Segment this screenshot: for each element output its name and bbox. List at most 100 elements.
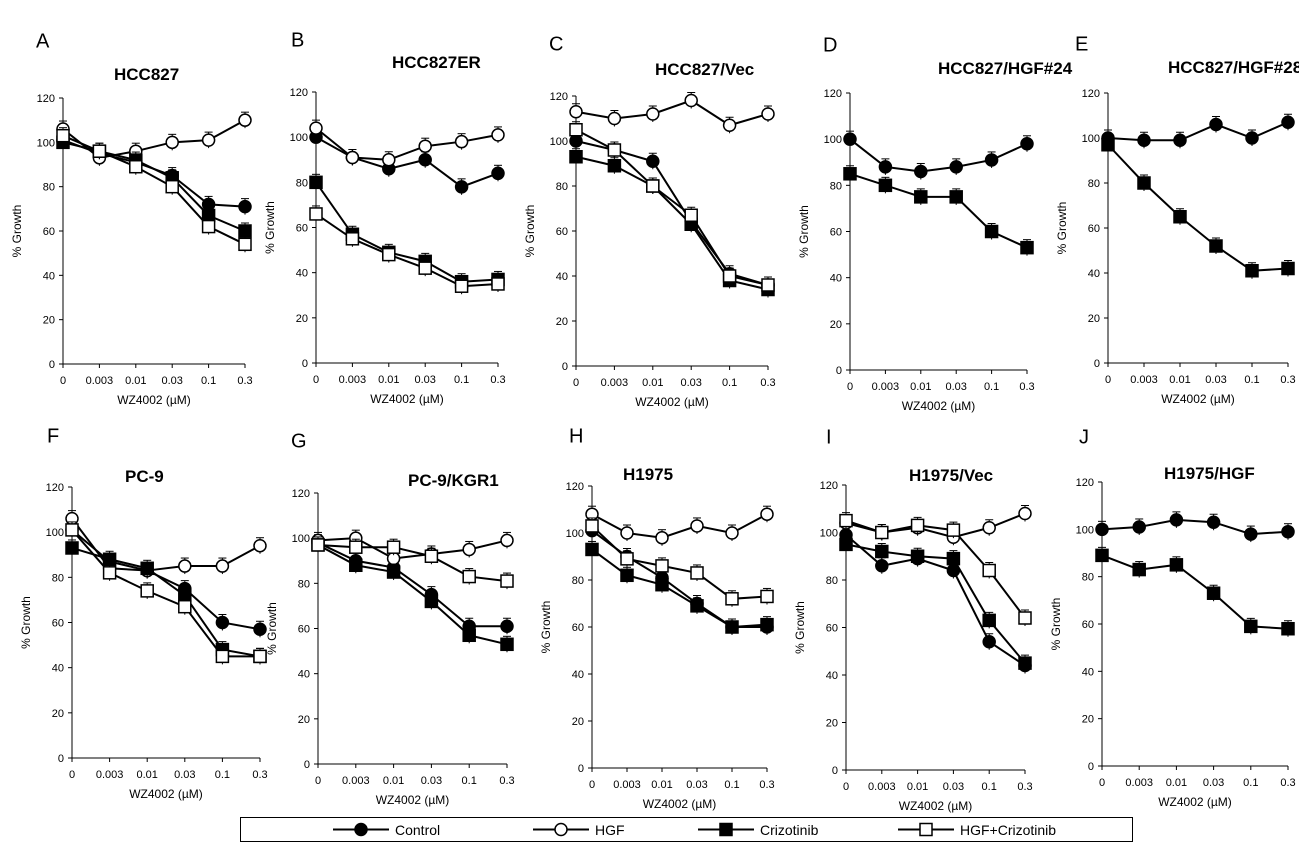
- data-point: [215, 559, 230, 573]
- legend-label-crizotinib: Crizotinib: [760, 821, 819, 838]
- data-point: [1169, 513, 1184, 527]
- y-tick-label: 100: [292, 533, 310, 545]
- data-point: [569, 150, 583, 164]
- series-hgf: [65, 510, 267, 579]
- series-crizotinib: [1101, 136, 1295, 279]
- data-point: [982, 613, 996, 628]
- data-point: [946, 523, 961, 537]
- data-point: [238, 224, 252, 238]
- legend-item-hgf: HGF: [531, 818, 625, 841]
- data-point: [424, 594, 439, 609]
- legend-label-control: Control: [395, 821, 441, 838]
- y-tick-label: 0: [1088, 761, 1094, 773]
- x-tick-label: 0.03: [161, 375, 182, 387]
- x-tick-label: 0.1: [201, 375, 216, 387]
- series-line: [575, 155, 769, 291]
- legend-item-control: Control: [331, 818, 440, 841]
- data-point: [760, 589, 774, 604]
- data-point: [914, 190, 928, 204]
- data-point: [843, 167, 857, 181]
- panel-b: B HCC827ER 0 20 40 60 80 100 120 0 0.003 0.01 0.03 0.…: [263, 30, 506, 406]
- x-tick-label: 0: [847, 381, 853, 393]
- panel-letter: H: [569, 426, 583, 448]
- x-tick-label: 0: [1105, 374, 1111, 386]
- data-point: [309, 207, 323, 221]
- panel-title: PC-9: [125, 467, 164, 486]
- data-point: [585, 519, 599, 533]
- data-point: [56, 128, 70, 143]
- data-point: [491, 128, 505, 142]
- filled-square-marker-icon: [698, 822, 754, 837]
- data-point: [140, 561, 154, 576]
- y-tick-label: 100: [46, 527, 64, 539]
- data-point: [349, 558, 363, 573]
- y-tick-label: 40: [556, 271, 568, 283]
- series-line: [845, 534, 1026, 667]
- series-line: [315, 127, 499, 161]
- x-tick-label: 0.1: [215, 769, 230, 781]
- data-point: [1132, 520, 1146, 534]
- data-point: [655, 559, 669, 573]
- series-line: [575, 99, 769, 127]
- data-point: [215, 615, 230, 630]
- panel-letter: J: [1079, 427, 1089, 449]
- x-tick-label: 0.003: [1130, 374, 1158, 386]
- data-point: [102, 566, 117, 580]
- panel-c: C HCC827/Vec 0 20 40 60 80 100 120 0 0.003 0.01 0.03…: [523, 34, 776, 409]
- panel-letter: A: [36, 31, 50, 53]
- x-tick-label: 0.3: [252, 769, 267, 781]
- data-point: [1020, 137, 1034, 151]
- y-tick-label: 20: [298, 714, 310, 726]
- y-tick-label: 120: [824, 88, 842, 100]
- x-tick-label: 0.03: [414, 374, 435, 386]
- x-tick-label: 0.03: [686, 779, 707, 791]
- panel-title: HCC827/HGF#28: [1168, 58, 1299, 77]
- legend-item-crizotinib: Crizotinib: [696, 818, 818, 841]
- series-hgf-crizotinib: [309, 205, 505, 295]
- y-tick-label: 120: [1082, 88, 1100, 100]
- y-axis-label: % Growth: [10, 205, 24, 258]
- data-point: [1281, 524, 1295, 539]
- data-point: [620, 526, 634, 540]
- legend: Control HGF Crizotinib HGF+Crizotinib: [240, 817, 1133, 842]
- data-point: [725, 620, 739, 634]
- series-line: [71, 529, 260, 658]
- series-line: [71, 529, 261, 631]
- open-square-marker-icon: [898, 822, 954, 837]
- series-line: [1101, 518, 1289, 536]
- data-point: [178, 559, 192, 573]
- series-hgf: [839, 505, 1032, 546]
- y-tick-label: 20: [296, 313, 308, 325]
- x-tick-label: 0.003: [872, 381, 900, 393]
- x-tick-label: 0.03: [945, 381, 966, 393]
- panel-letter: D: [823, 35, 837, 57]
- panel-letter: G: [291, 431, 307, 453]
- x-tick-label: 0.1: [454, 374, 469, 386]
- data-point: [760, 507, 774, 521]
- data-point: [607, 111, 622, 126]
- panel-title: HCC827ER: [392, 53, 481, 72]
- y-tick-label: 120: [292, 488, 310, 500]
- y-tick-label: 80: [43, 182, 55, 194]
- y-tick-label: 40: [830, 273, 842, 285]
- x-tick-label: 0.1: [1243, 777, 1258, 789]
- x-tick-label: 0.01: [1169, 374, 1190, 386]
- series-line: [591, 513, 768, 539]
- series-crizotinib: [839, 535, 1032, 672]
- series-crizotinib: [585, 540, 774, 635]
- x-axis-label: WZ4002 (µM): [376, 793, 450, 807]
- series-hgf-crizotinib: [56, 127, 252, 253]
- data-point: [311, 538, 325, 552]
- data-point: [500, 619, 514, 633]
- panel-letter: E: [1075, 34, 1088, 56]
- series-hgf-crizotinib: [311, 536, 514, 590]
- x-axis-label: WZ4002 (µM): [902, 399, 976, 413]
- data-point: [454, 180, 469, 194]
- data-point: [620, 552, 634, 566]
- y-tick-label: 100: [1076, 524, 1094, 536]
- data-point: [500, 533, 514, 548]
- panel-title: H1975/Vec: [909, 466, 993, 485]
- x-tick-label: 0.03: [943, 781, 964, 793]
- data-point: [569, 105, 583, 119]
- y-axis-label: % Growth: [265, 602, 279, 655]
